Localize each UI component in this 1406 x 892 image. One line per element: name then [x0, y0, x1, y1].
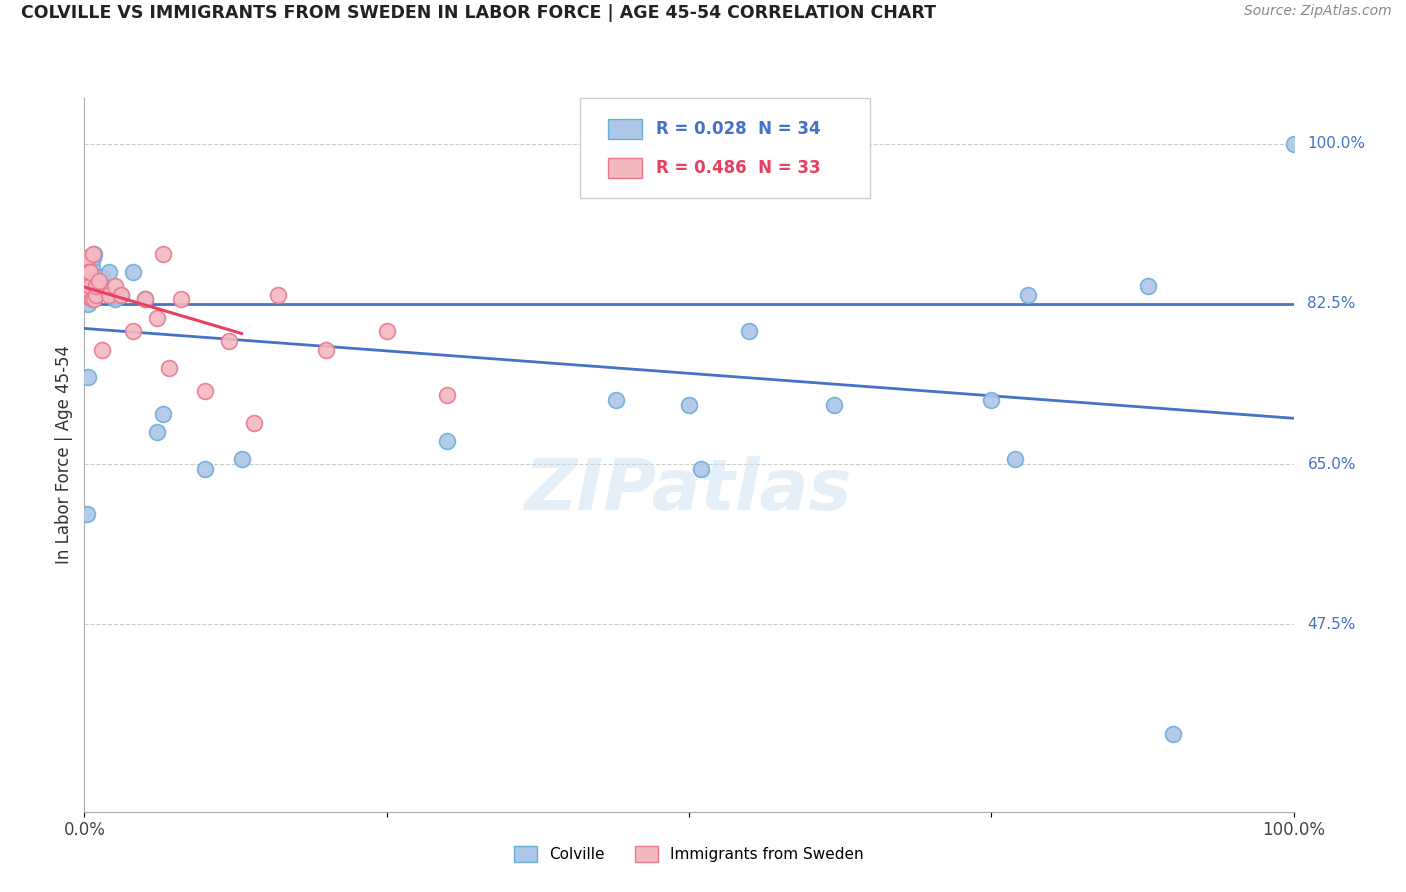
Point	[76, 508, 98, 522]
Point	[97, 288, 120, 302]
Point	[242, 416, 264, 430]
Point	[77, 370, 100, 384]
Point	[315, 343, 337, 357]
Point	[218, 334, 240, 348]
Legend: Colville, Immigrants from Sweden: Colville, Immigrants from Sweden	[508, 840, 870, 868]
Point	[87, 274, 110, 288]
Text: 47.5%: 47.5%	[1308, 616, 1355, 632]
Point	[690, 461, 713, 475]
Point	[76, 269, 98, 284]
Point	[82, 246, 104, 260]
Text: ZIPatlas: ZIPatlas	[526, 456, 852, 525]
Point	[76, 251, 98, 265]
Text: 82.5%: 82.5%	[1308, 296, 1355, 311]
Point	[146, 425, 169, 439]
Point	[97, 265, 120, 279]
Point	[82, 251, 104, 265]
Point	[80, 293, 103, 307]
Point	[110, 288, 132, 302]
Text: R = 0.028  N = 34: R = 0.028 N = 34	[657, 120, 821, 137]
Point	[79, 278, 101, 293]
Point	[267, 288, 290, 302]
Point	[152, 407, 174, 421]
Point	[121, 265, 143, 279]
Text: Source: ZipAtlas.com: Source: ZipAtlas.com	[1244, 4, 1392, 19]
Point	[121, 325, 143, 339]
Text: COLVILLE VS IMMIGRANTS FROM SWEDEN IN LABOR FORCE | AGE 45-54 CORRELATION CHART: COLVILLE VS IMMIGRANTS FROM SWEDEN IN LA…	[21, 4, 936, 22]
Text: 100.0%: 100.0%	[1308, 136, 1365, 152]
Point	[75, 288, 97, 302]
Point	[134, 293, 156, 307]
Point	[86, 288, 108, 302]
Point	[77, 274, 100, 288]
Point	[79, 265, 101, 279]
Point	[1161, 727, 1184, 741]
Point	[77, 265, 100, 279]
Y-axis label: In Labor Force | Age 45-54: In Labor Force | Age 45-54	[55, 345, 73, 565]
Point	[80, 260, 103, 275]
Point	[194, 461, 217, 475]
Text: 65.0%: 65.0%	[1308, 457, 1355, 472]
Point	[152, 246, 174, 260]
Point	[134, 293, 156, 307]
Point	[87, 274, 110, 288]
Point	[1137, 278, 1160, 293]
Point	[86, 269, 108, 284]
Point	[170, 293, 193, 307]
Point	[1282, 136, 1305, 151]
Point	[375, 325, 398, 339]
Text: R = 0.486  N = 33: R = 0.486 N = 33	[657, 159, 821, 177]
Point	[678, 398, 700, 412]
FancyBboxPatch shape	[581, 98, 870, 198]
Point	[77, 288, 100, 302]
Point	[79, 278, 101, 293]
Point	[146, 310, 169, 325]
Point	[738, 325, 761, 339]
Point	[77, 283, 100, 297]
Point	[86, 278, 108, 293]
Bar	[607, 119, 641, 139]
Point	[436, 388, 458, 402]
Point	[77, 297, 100, 311]
Point	[104, 293, 127, 307]
Point	[436, 434, 458, 449]
Bar	[607, 158, 641, 178]
Point	[83, 293, 105, 307]
Point	[1017, 288, 1039, 302]
Point	[1004, 452, 1026, 467]
Point	[980, 392, 1002, 407]
Point	[823, 398, 845, 412]
Point	[86, 288, 108, 302]
Point	[231, 452, 253, 467]
Point	[110, 288, 132, 302]
Point	[80, 269, 103, 284]
Point	[104, 278, 127, 293]
Point	[83, 246, 105, 260]
Point	[91, 269, 114, 284]
Point	[91, 343, 114, 357]
Point	[605, 392, 627, 407]
Point	[75, 278, 97, 293]
Point	[157, 361, 180, 376]
Point	[76, 260, 98, 275]
Point	[194, 384, 217, 398]
